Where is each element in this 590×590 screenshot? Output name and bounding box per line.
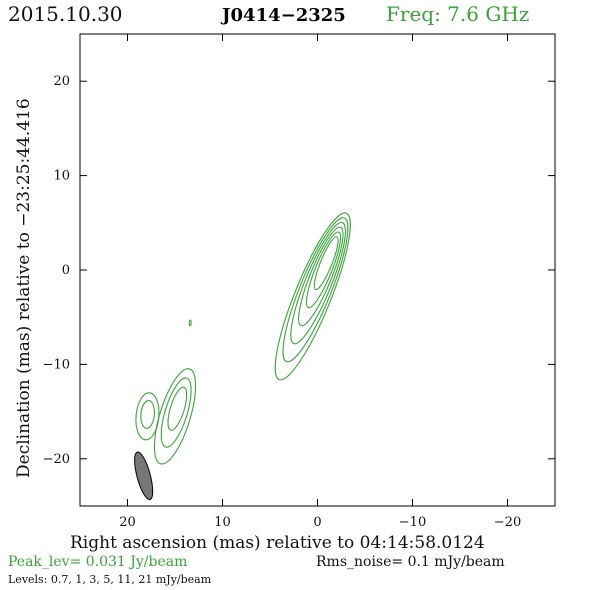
peak-level: Peak_lev= 0.031 Jy/beam: [8, 554, 188, 570]
contour-jet-a: [167, 386, 188, 431]
contour-core: [305, 231, 342, 309]
observation-date: 2015.10.30: [8, 2, 123, 26]
contour-core: [290, 221, 346, 345]
rms-noise: Rms_noise= 0.1 mJy/beam: [316, 554, 505, 570]
contour-spot: [188, 319, 192, 327]
contour-core: [298, 226, 344, 327]
contour-jet-a: [160, 377, 192, 448]
x-tick-label: 20: [119, 515, 136, 530]
y-axis-label: Declination (mas) relative to −23:25:44.…: [14, 98, 34, 478]
contour-levels: Levels: 0.7, 1, 3, 5, 11, 21 mJy/beam: [8, 573, 212, 586]
x-tick-label: 0: [313, 515, 321, 530]
y-tick-label: 0: [62, 263, 70, 278]
contour-core: [313, 236, 339, 291]
contour-core: [274, 212, 351, 381]
source-name: J0414−2325: [222, 5, 346, 26]
contour-jet-a: [153, 368, 197, 465]
contour-jet-b: [135, 392, 160, 441]
frequency-label: Freq: 7.6 GHz: [386, 2, 530, 26]
x-tick-label: −20: [494, 515, 521, 530]
beam-ellipse: [134, 451, 154, 501]
y-tick-label: 20: [53, 74, 70, 89]
contour-core: [282, 217, 349, 363]
x-tick-label: −10: [399, 515, 426, 530]
x-axis-label: Right ascension (mas) relative to 04:14:…: [70, 533, 485, 553]
y-tick-label: −10: [43, 357, 70, 372]
contour-jet-b: [140, 400, 155, 429]
x-tick-label: 10: [214, 515, 231, 530]
y-tick-label: 10: [53, 169, 70, 184]
y-tick-label: −20: [43, 452, 70, 467]
